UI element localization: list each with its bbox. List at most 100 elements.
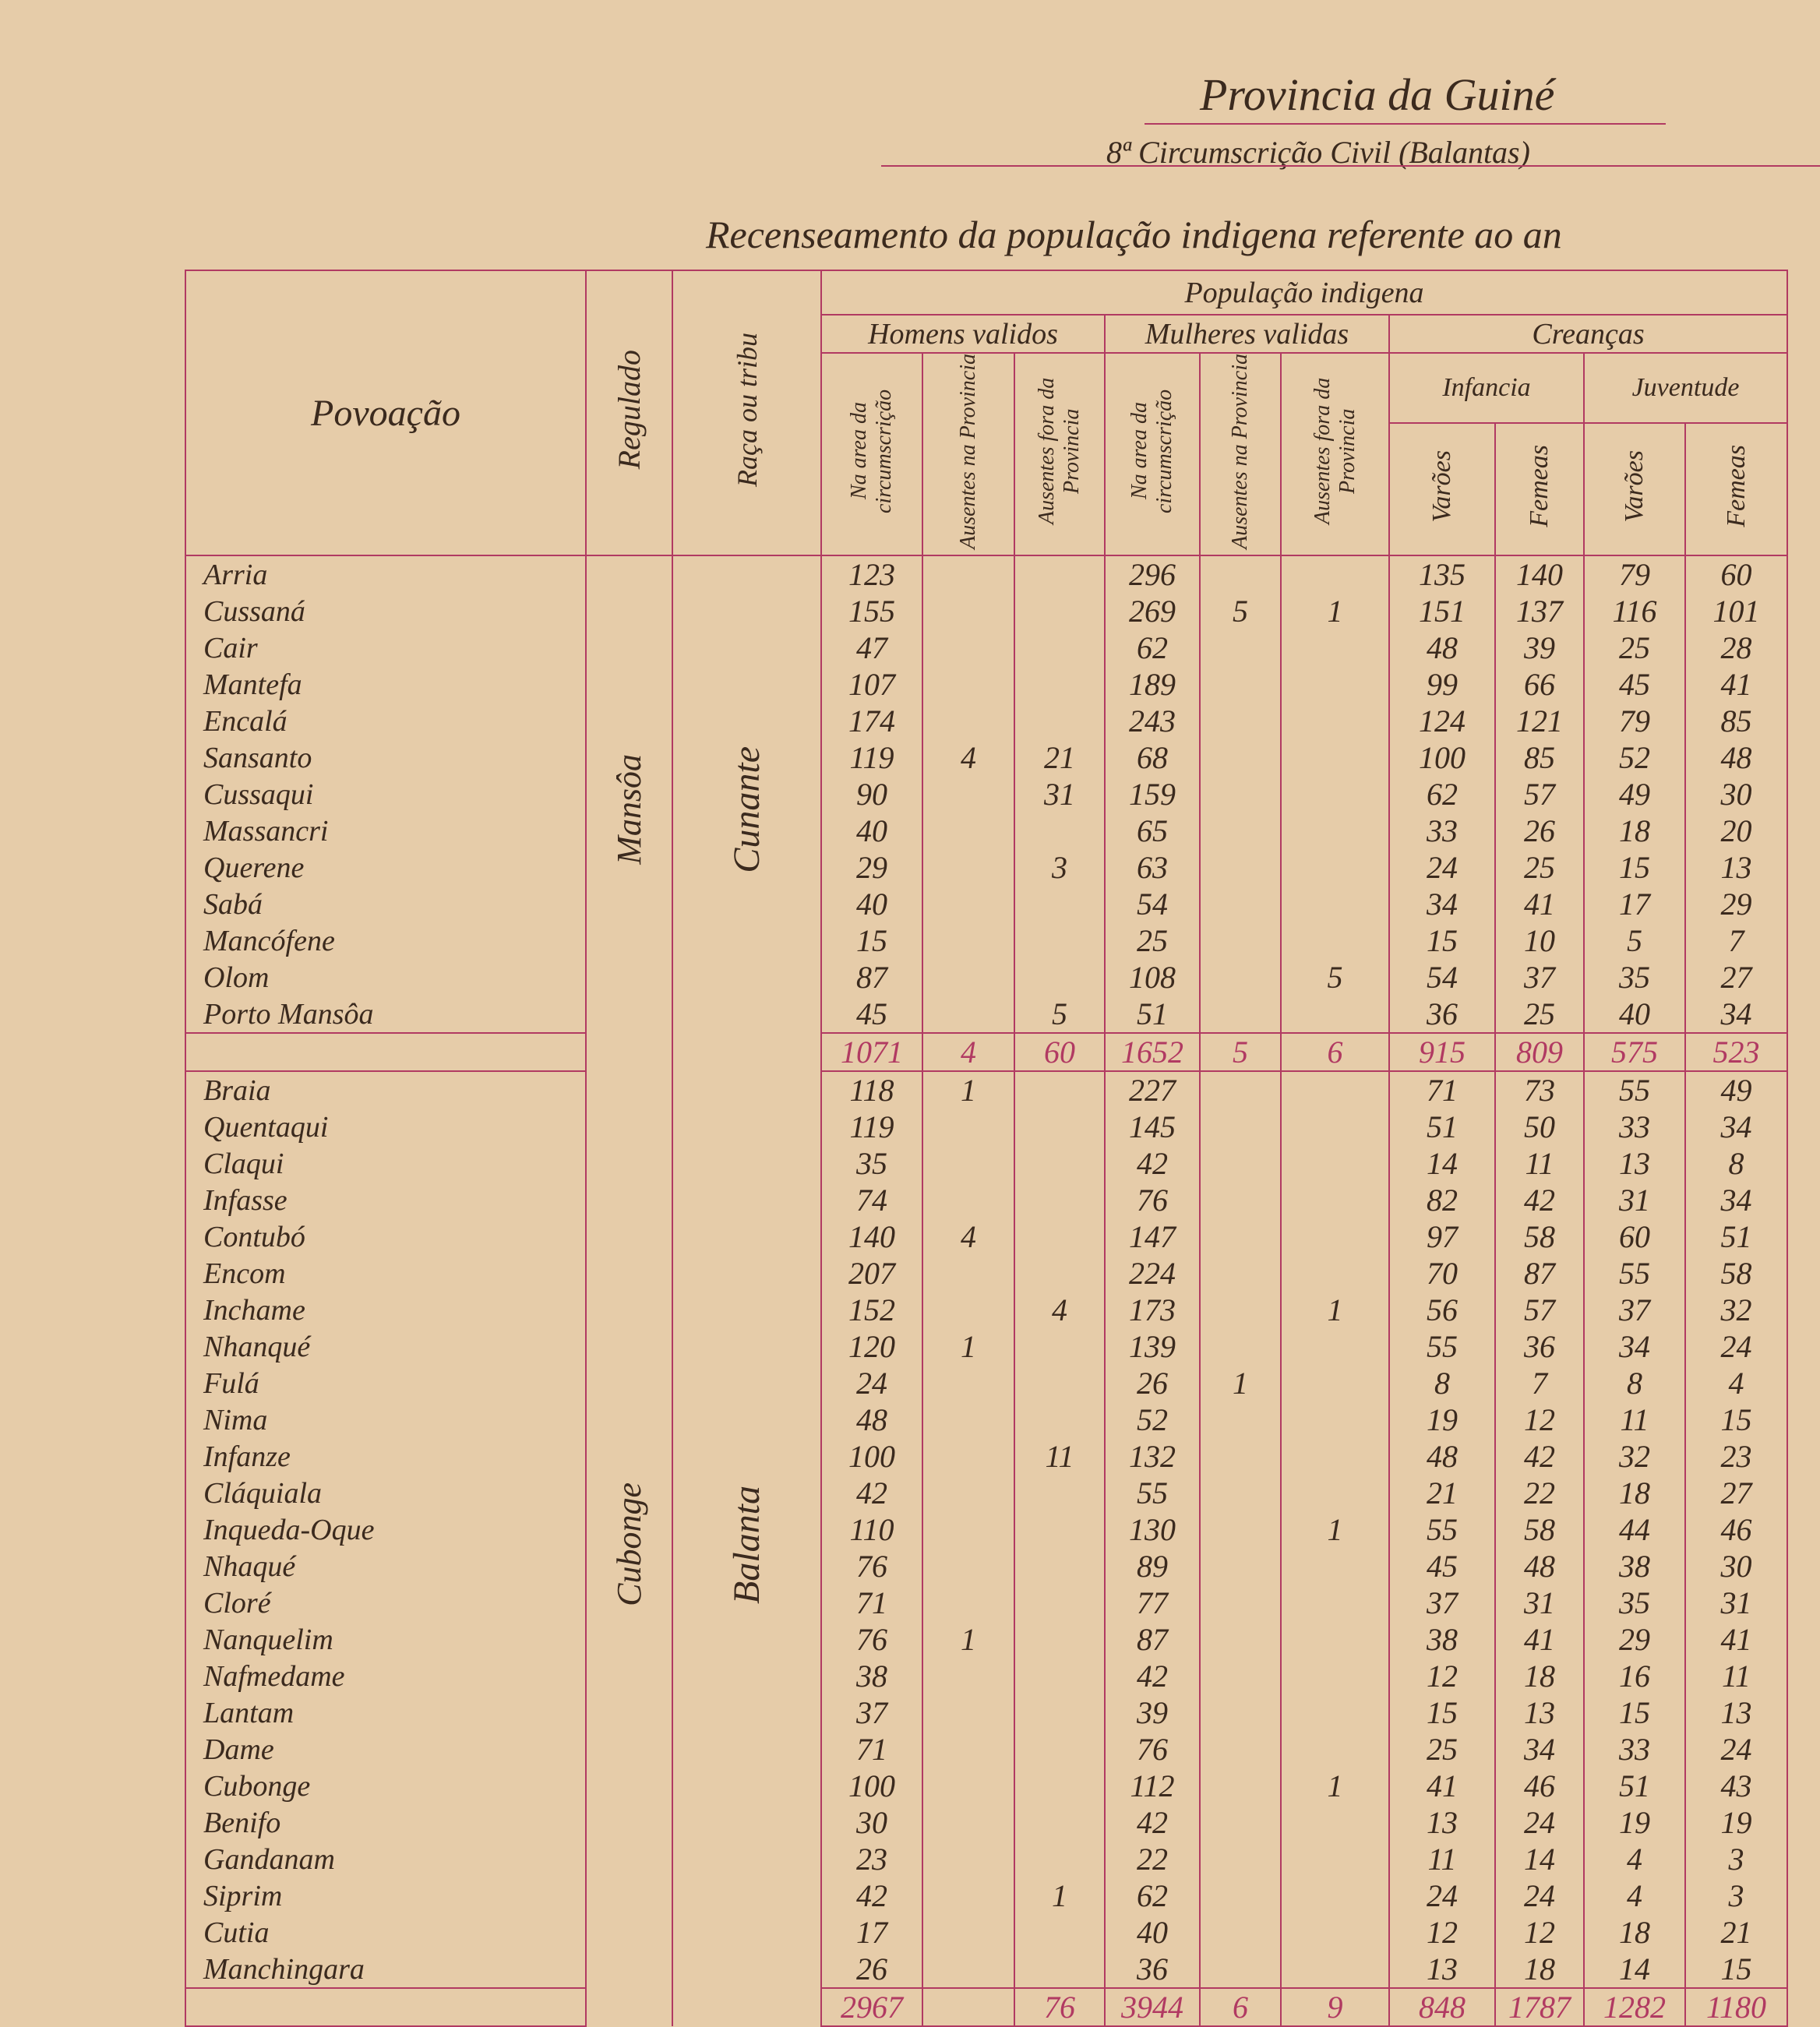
cell: 13	[1684, 849, 1788, 886]
cell: 145	[1104, 1109, 1201, 1145]
cell	[1280, 1548, 1390, 1585]
cell	[922, 886, 1015, 922]
cell: 147	[1104, 1218, 1201, 1255]
header-cell: Juventude	[1583, 352, 1788, 424]
row: Cloré 71 77 37 31 35 31	[185, 1585, 1788, 1621]
cell: 60	[1583, 1218, 1686, 1255]
cell: 24	[1388, 1877, 1496, 1914]
cell	[922, 629, 1015, 666]
cell	[1014, 1768, 1106, 1804]
cell: 4	[922, 1218, 1015, 1255]
row: Sabá 40 54 34 41 17 29	[185, 886, 1788, 922]
cell	[1199, 1731, 1282, 1768]
cell	[1199, 1548, 1282, 1585]
cell	[1014, 629, 1106, 666]
total: 3944	[1104, 1987, 1201, 2027]
cell	[922, 1292, 1015, 1328]
cell: 140	[820, 1218, 923, 1255]
cell: 79	[1583, 555, 1686, 593]
cell: 118	[820, 1071, 923, 1109]
village-name: Quentaqui	[185, 1109, 587, 1145]
cell: 107	[820, 666, 923, 703]
cell: 62	[1104, 629, 1201, 666]
cell	[922, 922, 1015, 959]
row: Lantam 37 39 15 13 15 13	[185, 1694, 1788, 1731]
cell	[1014, 886, 1106, 922]
total: 1180	[1684, 1987, 1788, 2027]
cell: 73	[1494, 1071, 1585, 1109]
census-table: Povoação Regulado Raça ou tribu Populaçã…	[185, 270, 1788, 2027]
cell: 37	[820, 1694, 923, 1731]
row: Massancri 40 65 33 26 18 20	[185, 813, 1788, 849]
header-cell: Varões	[1388, 422, 1496, 556]
cell: 17	[820, 1914, 923, 1951]
cell: 48	[1388, 1438, 1496, 1475]
cell: 48	[1684, 739, 1788, 776]
cell	[922, 1658, 1015, 1694]
header-cell: Regulado	[585, 270, 673, 556]
village-name: Braia	[185, 1071, 587, 1109]
total-row: 1071 4 60 1652 5 6 915 809 575 523	[185, 1032, 1788, 1072]
cell: 42	[1104, 1658, 1201, 1694]
cell	[1280, 1731, 1390, 1768]
cell	[922, 555, 1015, 593]
village-name: Cutia	[185, 1914, 587, 1951]
cell	[1199, 776, 1282, 813]
cell	[1280, 1401, 1390, 1438]
cell	[1199, 666, 1282, 703]
header-cell: Mulheres validas	[1104, 314, 1390, 354]
cell	[1280, 1951, 1390, 1988]
cell	[1014, 1365, 1106, 1401]
row: Fulá 24 26 1 8 7 8 4	[185, 1365, 1788, 1401]
cell: 135	[1388, 555, 1496, 593]
cell	[1199, 996, 1282, 1033]
cell	[1280, 1328, 1390, 1365]
cell: 34	[1684, 996, 1788, 1033]
cell: 85	[1494, 739, 1585, 776]
cell: 15	[1388, 922, 1496, 959]
cell: 66	[1494, 666, 1585, 703]
rule	[881, 165, 1820, 167]
village-name: Massancri	[185, 813, 587, 849]
cell: 11	[1583, 1401, 1686, 1438]
village-name: Olom	[185, 959, 587, 996]
cell	[1014, 1511, 1106, 1548]
cell: 18	[1494, 1658, 1585, 1694]
cell	[1280, 555, 1390, 593]
row: Encom 207 224 70 87 55 58	[185, 1255, 1788, 1292]
cell: 63	[1104, 849, 1201, 886]
cell: 41	[1494, 886, 1585, 922]
total: 1282	[1583, 1987, 1686, 2027]
row: Encalá 174 243 124 121 79 85	[185, 703, 1788, 739]
cell: 62	[1104, 1877, 1201, 1914]
header-text: Na area da circumscrição	[1127, 389, 1176, 513]
cell: 243	[1104, 703, 1201, 739]
cell	[1014, 1804, 1106, 1841]
row: Cláquiala 42 55 21 22 18 27	[185, 1475, 1788, 1511]
row: Cutia 17 40 12 12 18 21	[185, 1914, 1788, 1951]
village-name: Porto Mansôa	[185, 996, 587, 1033]
cell	[922, 1841, 1015, 1877]
cell	[1014, 593, 1106, 629]
cell	[922, 1951, 1015, 1988]
cell	[1014, 1548, 1106, 1585]
total: 523	[1684, 1032, 1788, 1072]
cell: 13	[1684, 1694, 1788, 1731]
cell: 19	[1583, 1804, 1686, 1841]
cell: 65	[1104, 813, 1201, 849]
row: Inqueda-Oque 110 130 1 55 58 44 46	[185, 1511, 1788, 1548]
cell	[1280, 1621, 1390, 1658]
cell	[1199, 1804, 1282, 1841]
total-row: 2967 76 3944 6 9 848 1787 1282 1180	[185, 1987, 1788, 2027]
cell: 17	[1583, 886, 1686, 922]
village-name: Cubonge	[185, 1768, 587, 1804]
blank	[185, 1987, 587, 2027]
cell: 26	[1104, 1365, 1201, 1401]
cell: 18	[1494, 1951, 1585, 1988]
cell: 13	[1583, 1145, 1686, 1182]
cell	[1014, 1109, 1106, 1145]
cell	[1199, 1182, 1282, 1218]
cell: 71	[1388, 1071, 1496, 1109]
village-name: Contubó	[185, 1218, 587, 1255]
